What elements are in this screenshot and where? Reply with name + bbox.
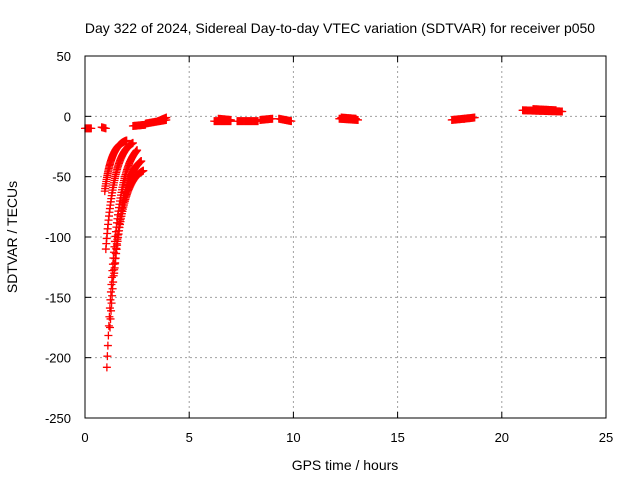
chart-title: Day 322 of 2024, Sidereal Day-to-day VTE… xyxy=(85,20,595,36)
data-point xyxy=(226,115,235,124)
data-point xyxy=(103,341,112,350)
x-axis-label: GPS time / hours xyxy=(292,457,399,473)
data-point xyxy=(106,323,115,332)
data-point xyxy=(103,352,112,361)
data-point xyxy=(351,114,360,123)
x-tick-label: 15 xyxy=(390,430,404,445)
data-point xyxy=(107,273,116,282)
data-points xyxy=(81,105,567,372)
data-point xyxy=(558,107,567,116)
data-point xyxy=(87,124,96,133)
y-tick-label: -150 xyxy=(45,290,71,305)
x-tick-label: 25 xyxy=(599,430,613,445)
data-point xyxy=(128,138,137,147)
x-tick-label: 5 xyxy=(186,430,193,445)
x-tick-label: 0 xyxy=(81,430,88,445)
data-point xyxy=(104,321,113,330)
data-point xyxy=(287,117,296,126)
tick-marks xyxy=(84,55,607,419)
y-tick-label: -50 xyxy=(52,170,71,185)
tick-labels: 0 5 10 15 20 25 50 0 -50 -100 -150 -200 -250 xyxy=(45,49,613,445)
data-point xyxy=(139,166,148,175)
y-tick-label: -200 xyxy=(45,351,71,366)
data-point xyxy=(102,363,111,372)
data-point xyxy=(107,299,116,308)
data-point xyxy=(470,113,479,122)
data-point xyxy=(133,146,142,155)
data-point xyxy=(106,314,115,323)
x-tick-label: 10 xyxy=(286,430,300,445)
data-point xyxy=(108,291,117,300)
y-tick-label: 0 xyxy=(64,109,71,124)
data-point xyxy=(137,156,146,165)
y-tick-label: 50 xyxy=(57,49,71,64)
data-point xyxy=(551,106,560,115)
y-tick-label: -100 xyxy=(45,230,71,245)
data-point xyxy=(104,331,113,340)
data-point xyxy=(107,306,116,315)
data-point xyxy=(101,124,110,133)
data-point xyxy=(122,136,131,145)
y-axis-label: SDTVAR / TECUs xyxy=(4,181,20,293)
data-point xyxy=(162,113,171,122)
x-tick-label: 20 xyxy=(495,430,509,445)
y-tick-label: -250 xyxy=(45,411,71,426)
